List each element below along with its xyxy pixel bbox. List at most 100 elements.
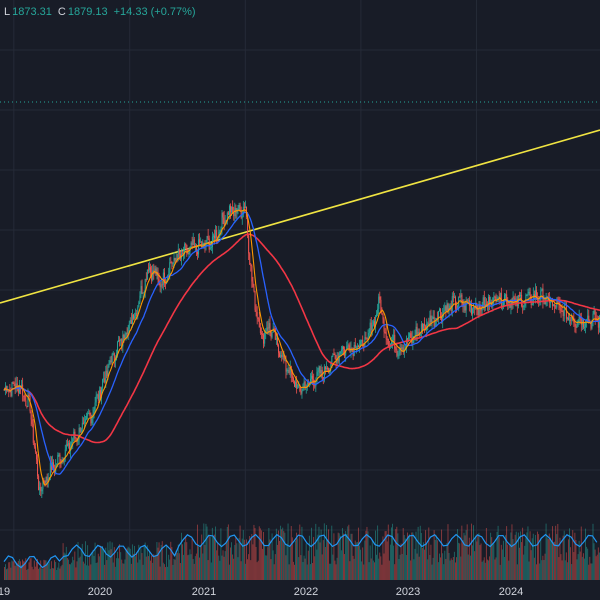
candle-body (407, 338, 409, 340)
volume-bar (287, 523, 289, 580)
volume-bar (76, 561, 78, 580)
candle-body (288, 369, 290, 373)
candle-body (415, 326, 417, 336)
candle-body (349, 349, 351, 352)
candle-body (325, 367, 327, 370)
volume-bar (512, 539, 514, 580)
candle-body (63, 458, 65, 463)
volume-bar (303, 555, 305, 580)
volume-bar (258, 526, 260, 580)
volume-bar (369, 545, 371, 580)
candle-body (432, 316, 434, 319)
candle-body (191, 242, 193, 245)
volume-bar (341, 528, 343, 580)
candle-body (204, 245, 206, 247)
volume-bar (404, 538, 406, 580)
candle-body (22, 384, 24, 396)
candle-body (504, 294, 506, 302)
volume-bar (549, 537, 551, 580)
candle-body (10, 391, 12, 396)
candle-body (424, 323, 426, 326)
candle-body (205, 243, 207, 247)
candle-body (119, 339, 121, 341)
candle-body (345, 350, 347, 356)
volume-bar (336, 557, 338, 580)
volume-bar (373, 562, 375, 580)
volume-bar (121, 559, 123, 580)
volume-bar (504, 556, 505, 580)
volume-bar (479, 545, 481, 580)
candle-body (335, 355, 337, 364)
candle-body (169, 262, 171, 274)
volume-bar (79, 556, 81, 580)
candle-body (247, 216, 249, 236)
candle-body (559, 303, 561, 309)
candle-body (123, 334, 125, 339)
volume-bar (398, 558, 400, 580)
candle-body (58, 454, 60, 456)
candle-body (563, 305, 565, 317)
candle-body (137, 307, 139, 317)
volume-bar (511, 524, 513, 580)
candle-body (220, 229, 222, 231)
volume-bar (112, 562, 114, 580)
volume-bar (437, 562, 439, 580)
candle-body (410, 333, 412, 339)
candle-body (445, 306, 447, 313)
candle-body (38, 476, 40, 491)
volume-bar (548, 533, 550, 580)
volume-bar (62, 543, 64, 580)
volume-bar (428, 527, 430, 580)
volume-bar (568, 539, 569, 580)
candle-body (371, 325, 373, 331)
candle-body (464, 303, 466, 311)
volume-bar (66, 558, 68, 580)
volume-bar (525, 538, 527, 580)
volume-bar (362, 547, 364, 580)
candle-body (170, 262, 172, 264)
volume-bar (127, 546, 129, 580)
volume-bar (176, 552, 178, 580)
candle-body (476, 302, 478, 310)
candle-body (354, 344, 356, 349)
volume-bar (204, 544, 206, 580)
volume-bar (30, 558, 32, 580)
volume-bar (518, 547, 520, 580)
volume-bar (559, 537, 561, 580)
candle-body (136, 313, 138, 317)
candle-body (367, 336, 369, 339)
volume-bar (104, 564, 106, 580)
candle-body (477, 309, 479, 316)
volume-bar (33, 560, 35, 580)
candle-body (14, 384, 16, 388)
volume-bar (443, 564, 445, 580)
volume-bar (321, 554, 323, 580)
candle-body (101, 387, 103, 399)
volume-bar (114, 566, 116, 580)
candle-body (339, 351, 341, 354)
candle-body (130, 319, 132, 324)
volume-bar (163, 564, 165, 580)
candle-body (167, 275, 169, 282)
candle-body (472, 308, 474, 315)
candle-body (201, 241, 203, 248)
volume-bar (98, 556, 100, 580)
volume-bar (594, 549, 596, 580)
candle-body (343, 346, 345, 349)
candle-body (413, 336, 415, 338)
candle-body (368, 333, 370, 337)
volume-bar (463, 532, 465, 580)
volume-bar (431, 564, 433, 580)
candle-body (13, 382, 15, 385)
volume-bar (363, 564, 365, 580)
volume-bar (234, 544, 236, 580)
volume-bar (587, 548, 589, 580)
volume-bar (42, 568, 44, 580)
candle-body (542, 288, 544, 302)
volume-bar (56, 569, 58, 580)
volume-bar (417, 526, 419, 580)
candle-body (69, 443, 71, 452)
volume-bar (268, 528, 270, 580)
candle-body (159, 282, 161, 288)
